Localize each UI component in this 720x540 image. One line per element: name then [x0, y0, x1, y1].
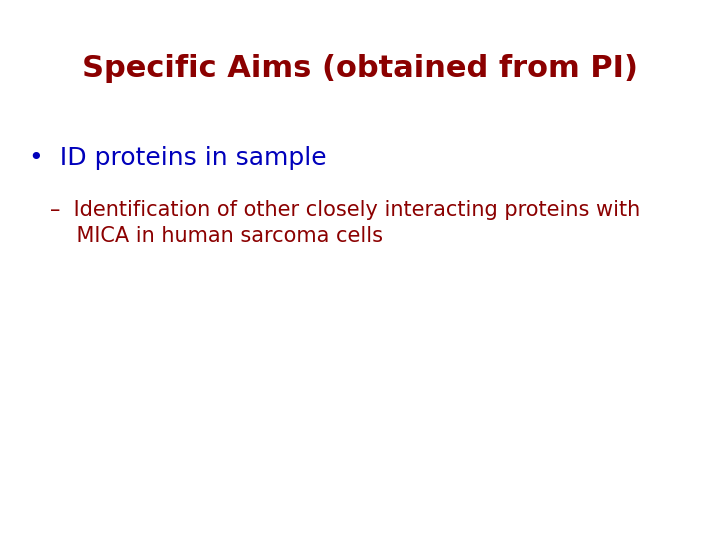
- Text: •  ID proteins in sample: • ID proteins in sample: [29, 146, 326, 170]
- Text: Specific Aims (obtained from PI): Specific Aims (obtained from PI): [82, 54, 638, 83]
- Text: –  Identification of other closely interacting proteins with
    MICA in human s: – Identification of other closely intera…: [50, 200, 641, 246]
